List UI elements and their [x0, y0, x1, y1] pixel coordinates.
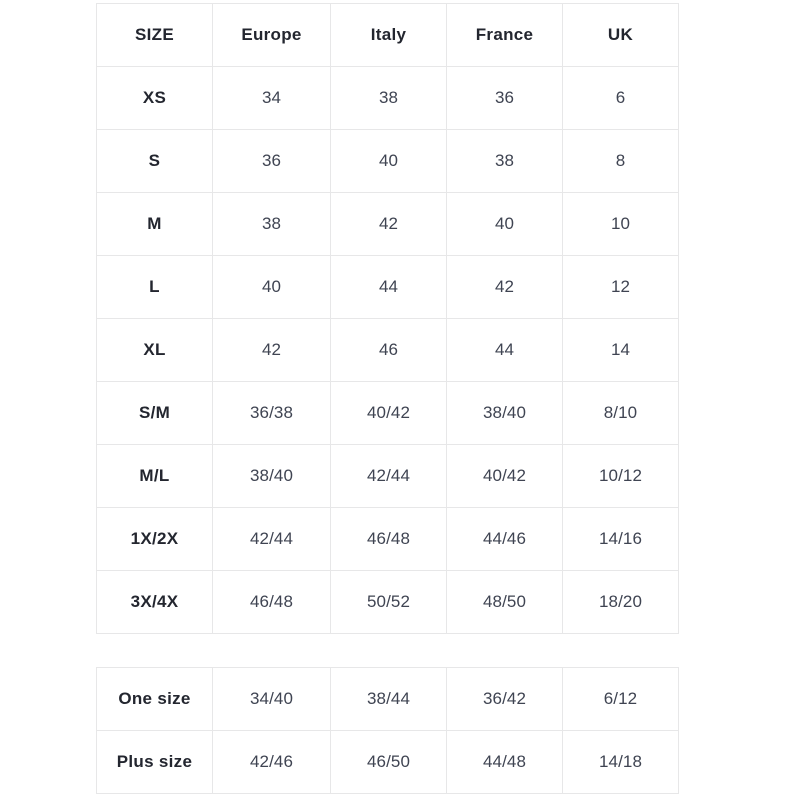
column-header-size: SIZE: [96, 3, 213, 67]
column-header-europe: Europe: [212, 3, 331, 67]
cell-italy: 38: [330, 66, 447, 130]
cell-italy: 44: [330, 255, 447, 319]
cell-europe: 36/38: [212, 381, 331, 445]
cell-europe: 40: [212, 255, 331, 319]
table-row: 3X/4X 46/48 50/52 48/50 18/20: [96, 570, 679, 634]
cell-france: 42: [446, 255, 563, 319]
row-label: One size: [96, 667, 213, 731]
cell-france: 44/48: [446, 730, 563, 794]
row-label: S/M: [96, 381, 213, 445]
table-row: XL 42 46 44 14: [96, 318, 679, 382]
cell-france: 40/42: [446, 444, 563, 508]
column-header-france: France: [446, 3, 563, 67]
cell-europe: 38/40: [212, 444, 331, 508]
cell-europe: 38: [212, 192, 331, 256]
table-row: XS 34 38 36 6: [96, 66, 679, 130]
cell-europe: 42/46: [212, 730, 331, 794]
row-label: L: [96, 255, 213, 319]
cell-france: 48/50: [446, 570, 563, 634]
international-size-conversion-table: SIZE Europe Italy France UK XS 34 38 36 …: [96, 3, 679, 634]
cell-europe: 42/44: [212, 507, 331, 571]
table-row: S/M 36/38 40/42 38/40 8/10: [96, 381, 679, 445]
row-label: XS: [96, 66, 213, 130]
row-label: 1X/2X: [96, 507, 213, 571]
cell-europe: 36: [212, 129, 331, 193]
cell-italy: 46: [330, 318, 447, 382]
row-label: 3X/4X: [96, 570, 213, 634]
cell-italy: 50/52: [330, 570, 447, 634]
cell-europe: 34: [212, 66, 331, 130]
cell-europe: 46/48: [212, 570, 331, 634]
table-row: M/L 38/40 42/44 40/42 10/12: [96, 444, 679, 508]
cell-italy: 38/44: [330, 667, 447, 731]
cell-uk: 10/12: [562, 444, 679, 508]
one-size-and-plus-size-table: One size 34/40 38/44 36/42 6/12 Plus siz…: [96, 667, 679, 794]
cell-france: 38/40: [446, 381, 563, 445]
cell-uk: 14/16: [562, 507, 679, 571]
cell-uk: 18/20: [562, 570, 679, 634]
table-row: L 40 44 42 12: [96, 255, 679, 319]
table-row: S 36 40 38 8: [96, 129, 679, 193]
row-label: S: [96, 129, 213, 193]
cell-uk: 14/18: [562, 730, 679, 794]
cell-uk: 8/10: [562, 381, 679, 445]
column-header-italy: Italy: [330, 3, 447, 67]
cell-italy: 46/50: [330, 730, 447, 794]
row-label: Plus size: [96, 730, 213, 794]
cell-italy: 42: [330, 192, 447, 256]
cell-uk: 14: [562, 318, 679, 382]
cell-italy: 46/48: [330, 507, 447, 571]
cell-france: 36/42: [446, 667, 563, 731]
cell-uk: 8: [562, 129, 679, 193]
cell-france: 36: [446, 66, 563, 130]
cell-italy: 42/44: [330, 444, 447, 508]
cell-italy: 40/42: [330, 381, 447, 445]
cell-france: 38: [446, 129, 563, 193]
cell-france: 44: [446, 318, 563, 382]
cell-uk: 6: [562, 66, 679, 130]
table-row: 1X/2X 42/44 46/48 44/46 14/16: [96, 507, 679, 571]
table-row: Plus size 42/46 46/50 44/48 14/18: [96, 730, 679, 794]
row-label: XL: [96, 318, 213, 382]
cell-uk: 12: [562, 255, 679, 319]
column-header-uk: UK: [562, 3, 679, 67]
cell-uk: 6/12: [562, 667, 679, 731]
cell-italy: 40: [330, 129, 447, 193]
cell-france: 44/46: [446, 507, 563, 571]
cell-uk: 10: [562, 192, 679, 256]
table-row: One size 34/40 38/44 36/42 6/12: [96, 667, 679, 731]
cell-europe: 34/40: [212, 667, 331, 731]
table-header-row: SIZE Europe Italy France UK: [96, 3, 679, 67]
row-label: M/L: [96, 444, 213, 508]
row-label: M: [96, 192, 213, 256]
cell-france: 40: [446, 192, 563, 256]
cell-europe: 42: [212, 318, 331, 382]
table-row: M 38 42 40 10: [96, 192, 679, 256]
